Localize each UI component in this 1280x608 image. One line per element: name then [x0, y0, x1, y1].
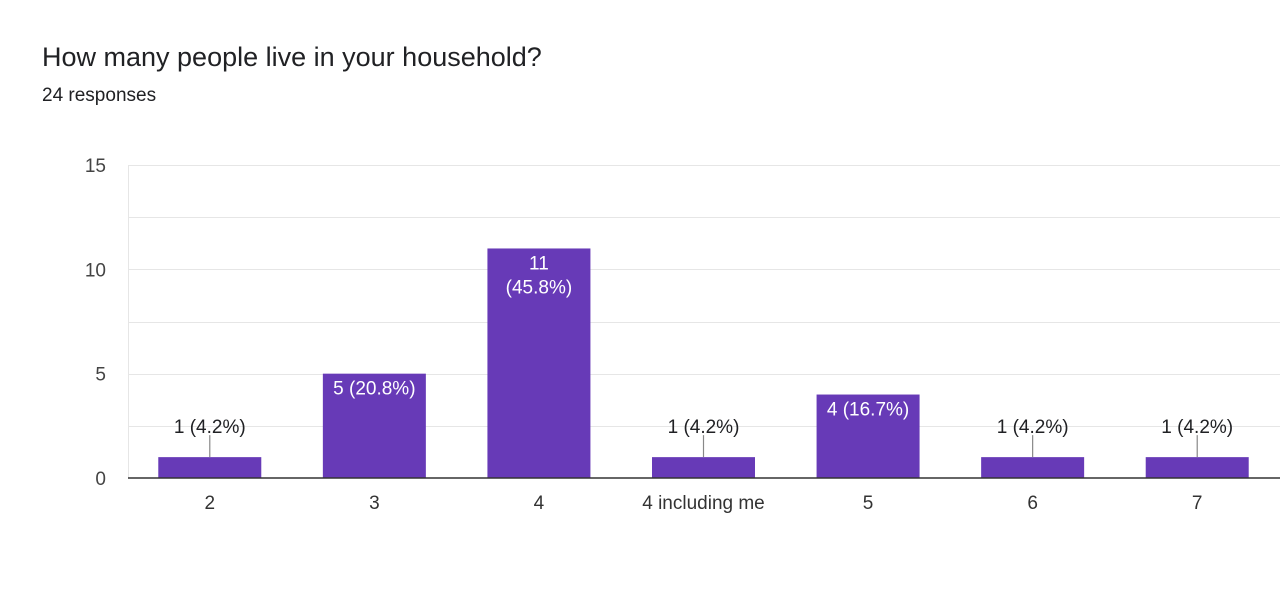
data-label: 1 (4.2%): [668, 417, 740, 438]
x-tick-label: 7: [1192, 493, 1203, 514]
bar: [981, 457, 1085, 478]
y-tick-label: 0: [95, 469, 106, 490]
data-label: 5 (20.8%): [333, 379, 415, 400]
x-tick-label: 5: [863, 493, 874, 514]
y-tick-label: 5: [95, 365, 106, 386]
response-count: 24 responses: [42, 85, 157, 106]
bar: [158, 457, 262, 478]
bar: [652, 457, 755, 478]
y-tick-label: 15: [85, 156, 106, 177]
x-tick-label: 2: [204, 493, 215, 514]
data-label: 11: [529, 253, 549, 274]
data-label: 1 (4.2%): [174, 417, 246, 438]
data-label: 1 (4.2%): [1161, 417, 1233, 438]
question-title: How many people live in your household?: [42, 42, 542, 72]
data-label: 1 (4.2%): [997, 417, 1069, 438]
data-label: 4 (16.7%): [827, 400, 909, 421]
bar: [1145, 457, 1249, 478]
x-tick-label: 4: [534, 493, 545, 514]
bar: [816, 394, 920, 478]
bar: [322, 373, 426, 478]
x-tick-label: 3: [369, 493, 380, 514]
x-tick-label: 6: [1027, 493, 1038, 514]
bar: [487, 248, 591, 478]
y-tick-label: 10: [85, 260, 106, 281]
x-tick-label: 4 including me: [642, 493, 765, 514]
data-label: (45.8%): [506, 277, 573, 298]
